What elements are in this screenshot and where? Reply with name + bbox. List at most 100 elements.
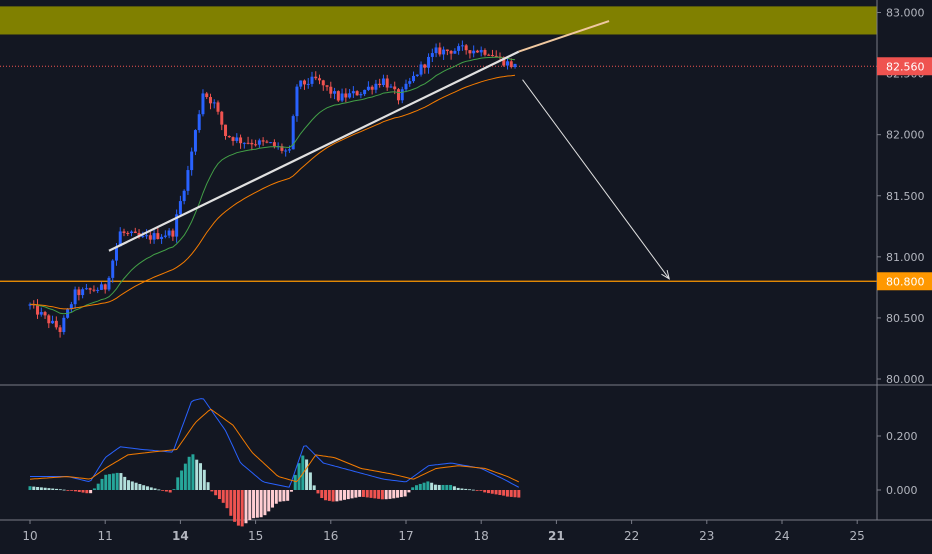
projection-arrow bbox=[522, 79, 670, 280]
candle-body bbox=[483, 50, 487, 55]
macd-histogram-bar bbox=[255, 490, 259, 518]
ema-fast-line bbox=[30, 56, 516, 315]
candle-body bbox=[430, 53, 434, 57]
candle-body bbox=[333, 91, 337, 94]
price-tick-label: 81.000 bbox=[886, 251, 925, 264]
candle-body bbox=[81, 289, 85, 296]
candle-body bbox=[212, 102, 216, 104]
macd-histogram-bar bbox=[411, 487, 415, 490]
candle-body bbox=[193, 130, 197, 152]
candle-body bbox=[472, 50, 476, 54]
macd-histogram-bar bbox=[111, 473, 115, 490]
candle-body bbox=[318, 78, 322, 81]
macd-histogram-bar bbox=[377, 490, 381, 499]
candle-body bbox=[186, 170, 190, 191]
candle-body bbox=[404, 83, 408, 90]
candle-body bbox=[58, 327, 62, 333]
candle-body bbox=[216, 102, 220, 112]
candle-body bbox=[160, 236, 164, 239]
macd-histogram-bar bbox=[342, 490, 346, 500]
candle-body bbox=[400, 89, 404, 101]
candle-body bbox=[438, 47, 442, 55]
candle-body bbox=[133, 231, 137, 233]
candle-body bbox=[490, 55, 494, 57]
candle-body bbox=[460, 45, 464, 47]
macd-histogram-bar bbox=[119, 473, 123, 490]
macd-histogram-bar bbox=[373, 490, 377, 499]
macd-histogram-bar bbox=[236, 490, 240, 526]
candle-body bbox=[269, 142, 273, 144]
macd-histogram-bar bbox=[233, 490, 237, 522]
time-tick-label: 21 bbox=[548, 529, 565, 543]
macd-histogram-bar bbox=[498, 490, 502, 496]
macd-histogram-bar bbox=[278, 490, 282, 502]
price-tick-label: 80.500 bbox=[886, 312, 925, 325]
macd-histogram-bar bbox=[28, 486, 32, 490]
macd-histogram-bar bbox=[153, 488, 157, 490]
macd-histogram-bar bbox=[369, 490, 373, 498]
macd-histogram-bar bbox=[225, 490, 229, 509]
candle-body bbox=[103, 284, 107, 290]
support-level-badge bbox=[877, 272, 932, 291]
trendline-extension bbox=[518, 20, 610, 53]
macd-histogram-bar bbox=[282, 490, 286, 502]
macd-histogram-bar bbox=[210, 490, 214, 492]
projection-arrow-head bbox=[661, 269, 670, 280]
macd-histogram-bar bbox=[358, 490, 362, 497]
candle-body bbox=[96, 289, 100, 291]
macd-histogram-bar bbox=[350, 490, 354, 499]
macd-histogram-bar bbox=[96, 483, 100, 490]
macd-histogram-bar bbox=[331, 490, 335, 502]
candle-body bbox=[487, 54, 491, 56]
macd-histogram-bar bbox=[191, 454, 195, 490]
candle-body bbox=[152, 233, 156, 240]
macd-histogram-bar bbox=[414, 485, 418, 490]
macd-histogram-bar bbox=[388, 490, 392, 499]
candle-body bbox=[175, 214, 179, 237]
candle-body bbox=[310, 76, 314, 84]
macd-histogram-bar bbox=[437, 484, 441, 490]
macd-histogram-bar bbox=[202, 469, 206, 490]
macd-histogram-bar bbox=[164, 490, 168, 492]
candle-body bbox=[370, 86, 374, 90]
macd-histogram-bar bbox=[104, 474, 108, 490]
macd-histogram-bar bbox=[229, 490, 233, 516]
candle-body bbox=[509, 61, 513, 68]
candle-body bbox=[130, 231, 134, 234]
macd-histogram-bar bbox=[221, 490, 225, 503]
candle-body bbox=[137, 232, 141, 237]
macd-histogram-bar bbox=[460, 488, 464, 490]
candle-body bbox=[220, 111, 224, 125]
candle-body bbox=[246, 142, 250, 144]
macd-histogram-bar bbox=[130, 481, 134, 490]
macd-histogram-bar bbox=[426, 481, 430, 490]
candle-body bbox=[257, 140, 261, 145]
macd-histogram-bar bbox=[271, 490, 275, 508]
macd-histogram-bar bbox=[384, 490, 388, 500]
candle-body bbox=[325, 85, 329, 87]
macd-histogram-bar bbox=[418, 483, 422, 490]
macd-histogram-bar bbox=[199, 463, 203, 490]
candles-group bbox=[28, 40, 517, 338]
macd-histogram-bar bbox=[134, 482, 138, 490]
candle-body bbox=[475, 50, 479, 53]
macd-histogram-bar bbox=[327, 490, 331, 501]
candle-body bbox=[114, 246, 118, 261]
candle-body bbox=[355, 91, 359, 96]
macd-line bbox=[30, 398, 520, 488]
macd-histogram-bar bbox=[55, 488, 59, 490]
candle-body bbox=[145, 235, 149, 237]
candle-body bbox=[306, 83, 310, 85]
candle-body bbox=[77, 289, 81, 296]
candle-body bbox=[107, 277, 111, 290]
macd-histogram-bar bbox=[183, 463, 187, 490]
candle-body bbox=[344, 93, 348, 98]
candle-body bbox=[118, 231, 122, 247]
macd-histogram-bar bbox=[81, 490, 85, 493]
candle-body bbox=[513, 63, 517, 68]
candle-body bbox=[427, 56, 431, 68]
candle-body bbox=[378, 83, 382, 86]
